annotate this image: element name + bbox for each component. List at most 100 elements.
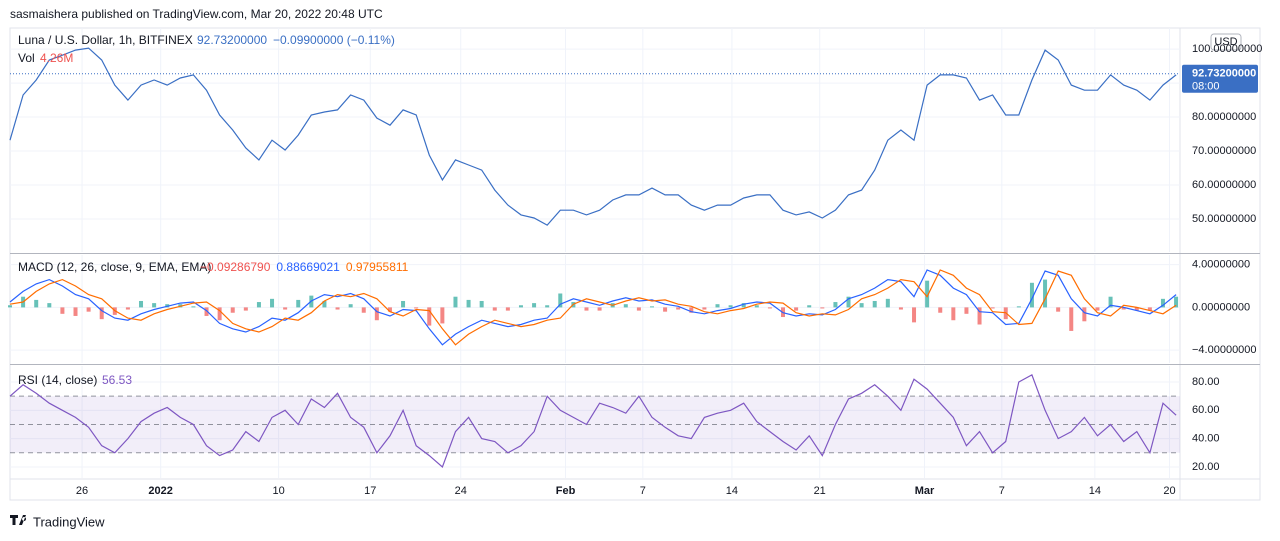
histogram-bar [204,307,209,316]
y-tick-label: 70.00000000 [1192,145,1256,157]
histogram-bar [1174,296,1179,308]
x-tick-label: 21 [814,485,826,497]
histogram-bar [191,306,196,308]
histogram-bar [1029,282,1034,308]
histogram-bar [715,304,720,308]
y-tick-label: 20.00 [1192,461,1220,473]
histogram-bar [545,305,550,308]
histogram-bar [8,305,12,308]
last-price-label: 92.73200000 [1192,68,1256,80]
x-tick-label: 14 [1089,485,1101,497]
histogram-bar [912,307,917,323]
histogram-bar [401,300,406,308]
x-tick-label: Mar [915,485,935,497]
histogram-bar [846,296,851,308]
histogram-bar [374,307,379,321]
price: 92.73200000 [197,33,267,47]
histogram-bar [296,299,301,308]
x-tick-label: 26 [76,485,88,497]
currency[interactable]: USD [1214,36,1237,48]
histogram-bar [964,307,969,314]
y-tick-label: −4.00000000 [1192,344,1257,356]
histogram-bar [361,307,366,313]
histogram-bar [1121,307,1126,310]
histogram-bar [925,280,930,308]
histogram-bar [597,307,602,311]
histogram-bar [125,307,130,310]
histogram-bar [256,302,261,308]
histogram-bar [938,307,943,313]
histogram-bar [230,307,235,313]
histogram-bar [689,307,694,313]
symbol: Luna / U.S. Dollar, 1h, BITFINEX [18,33,193,47]
histogram-bar [1108,296,1113,308]
histogram-bar [427,307,432,326]
histogram-bar [217,307,222,321]
histogram-bar [1160,298,1165,308]
macd-value: −0.09286790 [200,260,271,274]
histogram-bar [951,307,956,321]
histogram-bar [833,302,838,308]
x-tick-label: 14 [726,485,738,497]
countdown: 08:00 [1192,81,1220,93]
histogram-bar [1134,307,1139,311]
volume-value: 4.26M [40,51,73,65]
histogram-bar [1016,306,1021,308]
y-tick-label: 80.00 [1192,376,1220,388]
x-tick-label: 20 [1163,485,1175,497]
histogram-bar [283,307,288,310]
x-tick-label: 7 [999,485,1005,497]
histogram-bar [139,300,144,308]
histogram-bar [387,307,392,312]
histogram-bar [558,293,563,308]
histogram-bar [60,307,65,314]
histogram-bar [99,307,104,320]
y-tick-label: 80.00000000 [1192,111,1256,123]
histogram-bar [414,307,419,309]
y-tick-label: 50.00000000 [1192,213,1256,225]
volume-label: Vol [18,51,35,65]
histogram-bar [335,307,340,310]
histogram-bar [885,298,890,308]
histogram-bar [728,305,733,308]
histogram-bar [794,307,799,311]
histogram-bar [676,307,681,310]
footer: TradingView [33,514,105,529]
macd-title: MACD (12, 26, close, 9, EMA, EMA) [18,260,211,274]
rsi-line [9,374,1177,469]
macd-value: 0.97955811 [346,260,409,274]
currency-badge[interactable] [1210,33,1242,51]
marks [8,47,1180,469]
y-tick-label: 0.00000000 [1192,301,1250,313]
frame [9,27,1261,501]
histogram-bar [584,307,589,311]
y-tick-label: 60.00 [1192,404,1220,416]
histogram-bar [532,303,537,308]
histogram-bar [466,299,471,308]
price-line [9,47,1177,226]
histogram-bar [636,307,641,311]
histogram-bar [86,307,91,312]
x-tick-label: Feb [556,485,576,497]
histogram-bar [859,303,864,308]
histogram-bar [47,303,52,308]
histogram-bar [977,307,982,325]
histogram-bar [1147,307,1152,311]
last-price-box [1182,64,1258,93]
histogram-bar [807,305,812,308]
rsi-value: 56.53 [102,373,132,387]
histogram-bar [1095,307,1100,311]
x-tick-label: 2022 [148,485,172,497]
histogram-bar [741,303,746,308]
histogram-bar [34,299,39,308]
histogram-bar [440,307,445,324]
y-tick-label: 60.00000000 [1192,179,1256,191]
histogram-bar [453,296,458,308]
histogram-bar [152,303,157,308]
macd-line [9,269,1177,346]
x-tick-label: 17 [364,485,376,497]
histogram-bar [492,307,497,311]
histogram-bar [1043,279,1048,308]
histogram-bar [990,307,995,309]
